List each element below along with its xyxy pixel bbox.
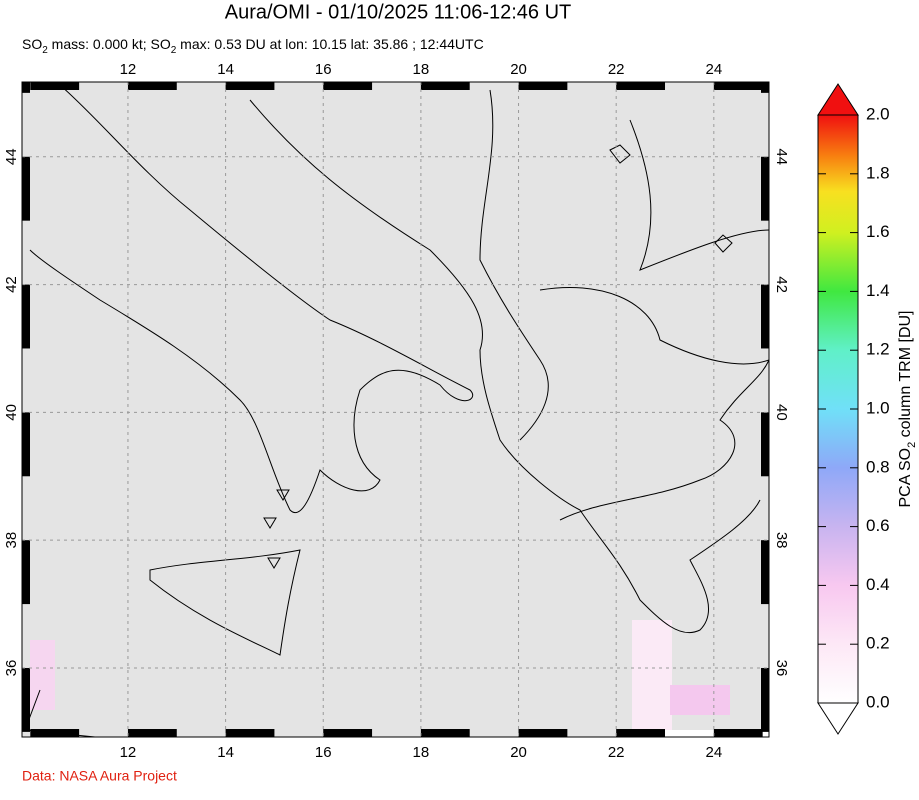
colorbar-tick-label: 1.2 (866, 340, 890, 359)
frame-bar (30, 729, 80, 737)
colorbar-tick-label: 1.8 (866, 163, 890, 182)
frame-bar (761, 156, 769, 221)
frame-bar (616, 82, 666, 90)
map-frame (21, 81, 770, 738)
subtitle: SO2 mass: 0.000 kt; SO2 max: 0.53 DU at … (22, 36, 484, 56)
frame-bar (22, 284, 30, 349)
colorbar-tick-label: 0.2 (866, 634, 890, 653)
x-tick-label: 14 (217, 744, 234, 761)
subtitle-sub: 2 (171, 45, 177, 56)
coastline (249, 99, 761, 634)
colorbar-tick-label: 1.4 (866, 281, 890, 300)
frame-bar (225, 82, 275, 90)
so2-pixels (640, 730, 769, 737)
subtitle-part: mass: 0.000 kt; SO (48, 36, 171, 52)
colorbar-max-arrow (817, 83, 859, 116)
colorbar-tick-label: 0.4 (866, 575, 890, 594)
x-tick-label: 18 (413, 744, 430, 761)
colorbar-min-arrow (817, 702, 859, 735)
x-tick-label: 18 (413, 61, 430, 78)
colorbar-label-sub: 2 (906, 442, 918, 448)
frame-bar (713, 729, 763, 737)
colorbar-label-part: column TRM [DU] (897, 311, 914, 442)
x-tick-label: 12 (120, 61, 137, 78)
map-layer (24, 84, 769, 737)
frame-bar (22, 667, 30, 732)
frame-bar (22, 156, 30, 221)
colorbar-label-part: PCA SO (897, 448, 914, 508)
coastline (29, 84, 474, 513)
y-tick-label: 38 (773, 532, 790, 549)
frame-bar (323, 82, 373, 90)
colorbar-label: PCA SO2 column TRM [DU] (897, 311, 918, 508)
subtitle-part: max: 0.53 DU at lon: 10.15 lat: 35.86 ; … (176, 36, 483, 52)
coastline (149, 549, 301, 656)
y-tick-label: 42 (3, 276, 20, 293)
frame-bar (761, 412, 769, 477)
frame-bar (761, 540, 769, 605)
colorbar-tick-label: 0.0 (866, 692, 890, 711)
subtitle-sub: 2 (42, 45, 48, 56)
frame-bar (518, 729, 568, 737)
y-tick-label: 44 (773, 148, 790, 165)
axes: 12 12 14 14 16 16 18 18 20 20 22 22 24 24 36 36 38 38 40 40… (3, 61, 790, 761)
colorbar-tick-label: 1.6 (866, 222, 890, 241)
border (479, 89, 769, 441)
frame-bar (761, 667, 769, 732)
frame-bar (22, 412, 30, 477)
title: Aura/OMI - 01/10/2025 11:06-12:46 UT (225, 1, 572, 23)
so2-pixels (30, 640, 55, 710)
frame-bar (420, 729, 470, 737)
frame-bar (30, 82, 80, 90)
so2-pixels (670, 685, 730, 715)
x-tick-label: 12 (120, 744, 137, 761)
y-tick-label: 42 (773, 276, 790, 293)
colorbar-tick-label: 1.0 (866, 398, 890, 417)
frame-bar (616, 729, 666, 737)
x-tick-label: 22 (608, 744, 625, 761)
frame-bar (127, 82, 177, 90)
x-tick-label: 20 (510, 61, 527, 78)
y-tick-label: 40 (773, 404, 790, 421)
y-tick-label: 44 (3, 148, 20, 165)
frame-bar (127, 729, 177, 737)
frame-bar (323, 729, 373, 737)
subtitle-part: SO (22, 36, 42, 52)
x-tick-label: 24 (705, 61, 722, 78)
frame-bar (518, 82, 568, 90)
x-tick-label: 16 (315, 744, 332, 761)
colorbar-tick-label: 0.6 (866, 516, 890, 535)
frame-bar (761, 284, 769, 349)
coastline (559, 359, 769, 521)
y-tick-label: 38 (3, 532, 20, 549)
frame-bar (713, 82, 763, 90)
x-tick-label: 22 (608, 61, 625, 78)
y-tick-label: 40 (3, 404, 20, 421)
x-tick-label: 24 (705, 744, 722, 761)
y-tick-label: 36 (3, 660, 20, 677)
y-tick-label: 36 (773, 660, 790, 677)
colorbar-tick-label: 0.8 (866, 457, 890, 476)
x-tick-label: 16 (315, 61, 332, 78)
credit: Data: NASA Aura Project (22, 768, 177, 784)
x-tick-label: 14 (217, 61, 234, 78)
so2-pixels (632, 620, 672, 735)
volcano-marker (263, 489, 290, 569)
frame-bar (225, 729, 275, 737)
frame-bar (22, 540, 30, 605)
x-tick-label: 20 (510, 744, 527, 761)
frame-bar (420, 82, 470, 90)
frame-bar (22, 82, 30, 93)
colorbar-tick-label: 2.0 (866, 104, 890, 123)
frame-bar (761, 82, 769, 93)
